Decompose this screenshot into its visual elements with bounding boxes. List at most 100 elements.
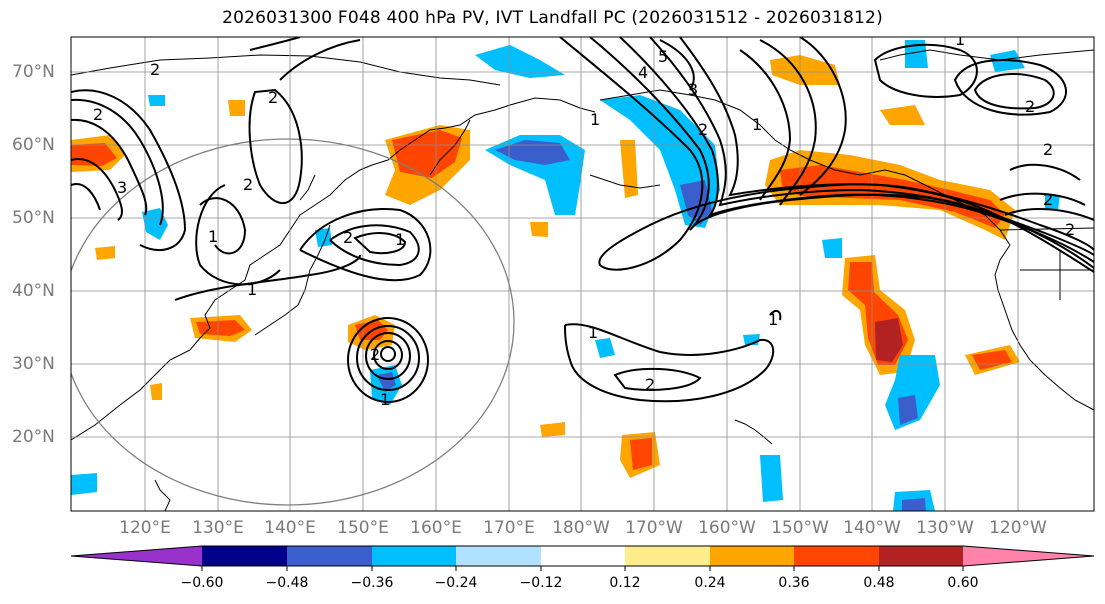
anomaly-region: [885, 355, 940, 430]
lat-label: 40°N: [12, 281, 55, 301]
contour-line: [679, 37, 1094, 273]
contour-label: 2: [1043, 140, 1053, 159]
contour-line: [769, 309, 782, 321]
map-frame: [70, 36, 1095, 512]
coastline-japan: [254, 174, 331, 336]
contour-line: [279, 39, 361, 81]
colorbar-tick-label: 0.48: [863, 575, 895, 591]
ivt-contours: [71, 37, 1094, 403]
anomaly-region: [770, 55, 840, 85]
contour-label: 5: [658, 47, 668, 66]
colorbar-tick-label: −0.12: [519, 575, 563, 591]
lon-label: 130°W: [916, 518, 974, 538]
lat-label: 60°N: [12, 135, 55, 155]
contour-line: [174, 254, 361, 301]
contour-label: 4: [638, 63, 648, 82]
anomaly-region: [148, 95, 165, 106]
gridlines: [71, 37, 1094, 511]
anomaly-region: [475, 45, 565, 78]
lon-label: 150°W: [771, 518, 829, 538]
coastline-philippines: [154, 479, 171, 511]
contour-line: [353, 232, 407, 255]
contour-line: [973, 73, 1055, 110]
colorbar-extend-left: [71, 546, 202, 566]
contour-label: 1: [588, 323, 598, 342]
lon-label: 130°E: [192, 518, 244, 538]
contour-labels: 2 2 3 2 1 2 1 2 1 2 1 1 2 1 5 4 3 2 1 2 …: [93, 30, 1075, 409]
contour-label: 1: [768, 310, 778, 329]
colorbar-tick-label: 0.12: [609, 575, 641, 591]
contour-line: [373, 340, 403, 370]
anomaly-region: [760, 455, 783, 502]
contour-label: 2: [1043, 190, 1053, 209]
anomaly-region: [228, 100, 245, 116]
colorbar-segment: [710, 546, 794, 566]
coastline-alaska: [599, 49, 1094, 246]
anomaly-region: [95, 246, 115, 260]
contour-line: [380, 346, 396, 362]
contour-label: 1: [955, 30, 965, 49]
lon-label: 120°E: [119, 518, 171, 538]
anomaly-region: [377, 372, 396, 392]
anomaly-region: [71, 473, 97, 495]
lat-label: 70°N: [12, 62, 55, 82]
coastline-na-west: [994, 244, 1094, 411]
contour-line: [71, 98, 164, 226]
colorbar-segment: [794, 546, 879, 566]
coastline-hawaii: [734, 419, 773, 445]
contour-line: [71, 89, 187, 251]
contour-label: 1: [590, 110, 600, 129]
colorbar: [70, 545, 1095, 571]
anomaly-region: [620, 140, 638, 198]
contour-line: [71, 183, 101, 211]
contour-line: [1004, 207, 1094, 221]
contour-label: 2: [268, 88, 278, 107]
contour-label: 1: [208, 227, 218, 246]
contour-label: 3: [117, 178, 127, 197]
lon-label: 170°W: [625, 518, 683, 538]
colorbar-segment: [287, 546, 372, 566]
anomaly-region: [540, 422, 565, 437]
anomaly-region: [680, 180, 712, 225]
contour-line: [1009, 163, 1081, 181]
contour-line: [248, 88, 303, 205]
contour-label: 2: [243, 175, 253, 194]
contour-line: [564, 323, 775, 403]
contour-line: [739, 49, 792, 201]
coastline-aleutians: [589, 174, 661, 189]
contour-label: 2: [1065, 220, 1075, 239]
contour-line: [873, 43, 978, 98]
map-background: [71, 37, 1094, 511]
contour-line: [199, 197, 247, 255]
contour-line: [999, 192, 1086, 206]
colorbar-tick-label: −0.48: [265, 575, 309, 591]
anomaly-region: [392, 130, 462, 178]
contour-label: 1: [752, 115, 762, 134]
anomaly-region: [495, 140, 570, 165]
contour-line: [559, 37, 1094, 271]
colorbar-tick-label: −0.36: [350, 575, 394, 591]
contour-line: [799, 37, 847, 196]
anomaly-region: [902, 498, 926, 511]
anomaly-region: [822, 238, 842, 258]
colorbar-tick-label: 0.36: [778, 575, 810, 591]
colorbar-tick-label: 0.60: [947, 575, 979, 591]
contour-label: 2: [1025, 97, 1035, 116]
lon-label: 150°E: [337, 518, 389, 538]
anomaly-region: [630, 438, 652, 470]
colorbar-tick-label: −0.60: [180, 575, 224, 591]
anomaly-region: [875, 318, 903, 362]
lon-label: 170°E: [483, 518, 535, 538]
lat-label: 50°N: [12, 208, 55, 228]
contour-line: [356, 325, 420, 391]
contour-label: 2: [93, 105, 103, 124]
coastline-asia: [71, 54, 596, 441]
lon-label: 180°W: [552, 518, 610, 538]
lat-label: 30°N: [12, 354, 55, 374]
border-canada-us: [999, 227, 1094, 300]
contour-label: 1: [380, 390, 390, 409]
colorbar-extend-right: [963, 546, 1094, 566]
contour-line: [365, 332, 411, 380]
lon-label: 120°W: [989, 518, 1047, 538]
